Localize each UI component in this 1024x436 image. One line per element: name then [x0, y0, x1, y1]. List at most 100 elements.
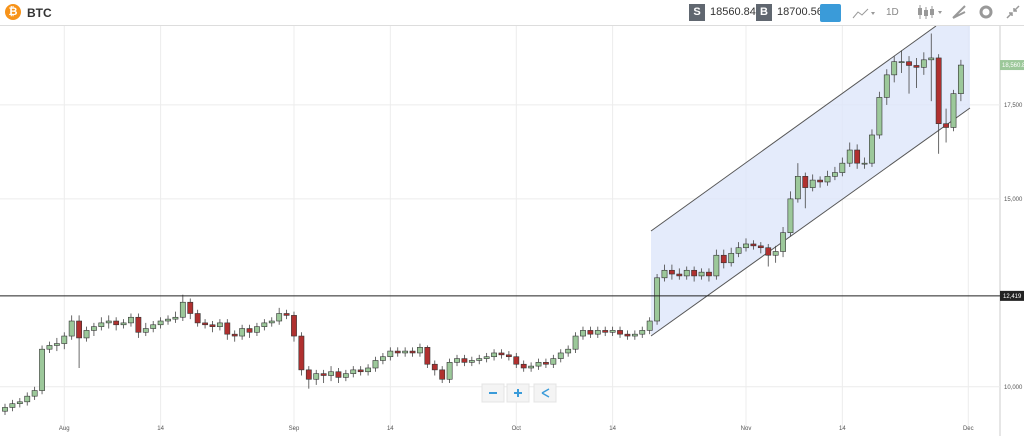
settings-button[interactable] — [978, 4, 994, 20]
y-tick-label: 15,000 — [1004, 197, 1023, 203]
candle-body — [565, 348, 572, 354]
candle-body — [854, 149, 861, 164]
current-price-label: 18,560.8 — [1002, 63, 1024, 69]
candle-body — [765, 247, 772, 256]
candle-body — [417, 347, 423, 354]
candle-body — [809, 179, 816, 188]
sell-button[interactable]: S — [689, 4, 705, 21]
candle-body — [602, 330, 609, 333]
candle-body — [780, 232, 786, 252]
candle-body — [187, 301, 194, 314]
candle-body — [617, 330, 623, 335]
chart-type-button[interactable] — [852, 6, 876, 20]
candle-body — [268, 320, 275, 324]
candle-body — [661, 269, 668, 279]
candle-body — [335, 371, 342, 378]
candle-body — [943, 123, 949, 128]
candle-body — [832, 172, 838, 177]
candle-body — [194, 313, 201, 324]
candle-body — [476, 358, 483, 361]
candle-body — [2, 407, 8, 412]
candle-body — [698, 271, 705, 277]
candle-body — [61, 335, 68, 344]
candle-body — [683, 269, 690, 277]
candle-body — [142, 328, 149, 333]
candle-body — [535, 362, 542, 367]
candle-body — [380, 356, 386, 361]
candle-body — [165, 318, 171, 322]
candle-body — [283, 313, 290, 316]
candle-body — [624, 333, 631, 337]
candle-body — [587, 330, 594, 335]
candle-body — [105, 320, 112, 324]
candle-body — [342, 373, 349, 378]
candle-body — [320, 373, 327, 376]
candle-body — [39, 348, 45, 391]
candle-body — [261, 322, 268, 327]
candle-body — [957, 64, 964, 94]
candle-body — [543, 362, 549, 365]
candle-body — [891, 61, 898, 76]
candle-body — [646, 320, 653, 331]
share-button[interactable] — [533, 383, 557, 403]
candle-body — [113, 320, 120, 326]
candle-type-button[interactable] — [916, 4, 944, 20]
candle-body — [505, 354, 512, 358]
price-line-label: 12,419 — [1003, 294, 1022, 300]
candle-body — [305, 369, 312, 380]
channel-bottom — [650, 107, 971, 337]
candle-body — [298, 335, 305, 371]
candle-body — [172, 316, 179, 320]
x-tick-label: 14 — [157, 426, 164, 432]
candle-body — [631, 333, 638, 337]
candle-body — [557, 352, 564, 359]
candle-body — [98, 322, 105, 327]
overlays: 12,419 18,560.8 — [0, 60, 1024, 301]
candle-body — [580, 330, 586, 337]
candle-body — [906, 61, 912, 66]
candle-body — [839, 162, 846, 173]
candle-body — [83, 330, 90, 339]
candle-body — [520, 363, 527, 369]
collapse-button[interactable] — [1005, 4, 1021, 20]
candle-body — [402, 350, 409, 354]
x-tick-label: Aug — [59, 426, 70, 432]
candle-body — [498, 352, 505, 356]
candle-body — [424, 347, 431, 365]
interval-button[interactable]: 1D — [886, 7, 899, 18]
candle-body — [483, 356, 490, 359]
candle-body — [91, 326, 97, 331]
candle-body — [920, 59, 927, 68]
draw-button[interactable] — [951, 4, 967, 20]
candle-body — [431, 363, 438, 371]
candle-body — [654, 277, 660, 322]
x-tick-label: 14 — [839, 426, 846, 432]
candle-body — [372, 360, 379, 369]
candle-body — [409, 350, 416, 354]
sell-price: 18560.84 — [710, 6, 756, 18]
crosshair-button[interactable] — [820, 4, 841, 22]
buy-button[interactable]: B — [756, 4, 772, 21]
candle-body — [135, 316, 142, 333]
candle-body — [824, 176, 831, 183]
candle-body — [179, 301, 186, 318]
candle-body — [224, 322, 231, 335]
current-price-tag — [1000, 60, 1024, 71]
candle-body — [728, 253, 735, 264]
candle-body — [461, 358, 468, 363]
candle-body — [802, 176, 809, 188]
candle-body — [713, 254, 720, 277]
candle-body — [883, 74, 890, 98]
price-line-tag — [1000, 290, 1024, 301]
candle-body — [750, 243, 757, 247]
candle-body — [468, 360, 475, 363]
candle-body — [328, 371, 334, 376]
candle-body — [216, 322, 223, 327]
candle-body — [365, 367, 371, 373]
candle-body — [609, 330, 616, 333]
candle-body — [706, 271, 712, 277]
candle-body — [787, 198, 794, 233]
grid — [0, 26, 1000, 430]
y-tick-label: 10,000 — [1004, 385, 1023, 391]
x-tick-label: Oct — [512, 426, 522, 432]
